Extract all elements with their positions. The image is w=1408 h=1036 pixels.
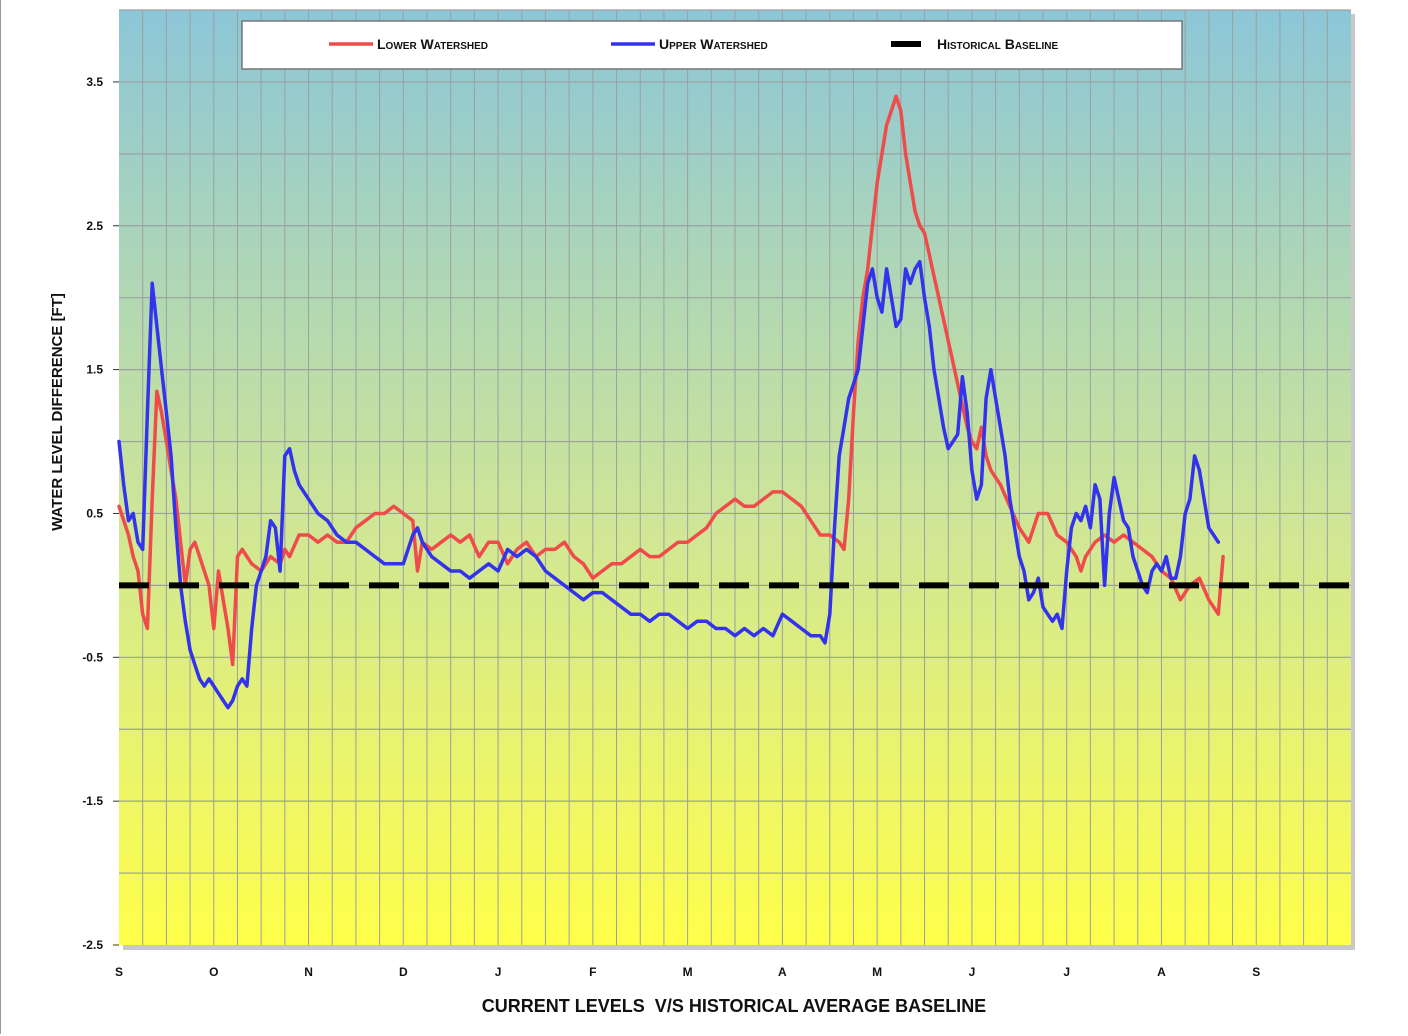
x-tick-label: D <box>399 965 408 979</box>
x-tick-label: M <box>872 965 882 979</box>
x-tick-label: J <box>969 965 976 979</box>
y-tick-label: 0.5 <box>86 506 103 520</box>
y-tick-labels: 3.5 2.5 1.5 0.5 -0.5 -1.5 -2.5 <box>82 75 119 952</box>
x-tick-label: A <box>1157 965 1166 979</box>
x-tick-label: J <box>1063 965 1070 979</box>
x-tick-label: N <box>304 965 313 979</box>
legend-label-upper-watershed: Upper Watershed <box>659 36 768 52</box>
legend: Lower Watershed Upper Watershed Historic… <box>241 20 1183 70</box>
y-tick-label: -2.5 <box>82 938 103 952</box>
series-line-lower-watershed <box>117 94 1225 667</box>
series-lines <box>117 94 1351 710</box>
x-tick-label: O <box>209 965 218 979</box>
y-tick-label: -0.5 <box>82 650 103 664</box>
x-tick-label: S <box>115 965 123 979</box>
y-tick-label: 1.5 <box>86 363 103 377</box>
legend-box <box>241 20 1183 70</box>
x-axis-label: CURRENT LEVELS V/S HISTORICAL AVERAGE BA… <box>482 996 986 1016</box>
y-tick-label: 2.5 <box>86 219 103 233</box>
y-tick-label: -1.5 <box>82 794 103 808</box>
legend-label-historical-baseline: Historical Baseline <box>937 36 1058 52</box>
x-tick-label: J <box>495 965 502 979</box>
x-tick-label: M <box>683 965 693 979</box>
legend-label-lower-watershed: Lower Watershed <box>377 36 488 52</box>
y-axis-label: WATER LEVEL DIFFERENCE [FT] <box>49 293 66 531</box>
y-tick-label: 3.5 <box>86 75 103 89</box>
series-line-upper-watershed <box>117 259 1221 710</box>
x-tick-label: F <box>589 965 596 979</box>
x-tick-label: A <box>778 965 787 979</box>
x-tick-label: S <box>1252 965 1260 979</box>
